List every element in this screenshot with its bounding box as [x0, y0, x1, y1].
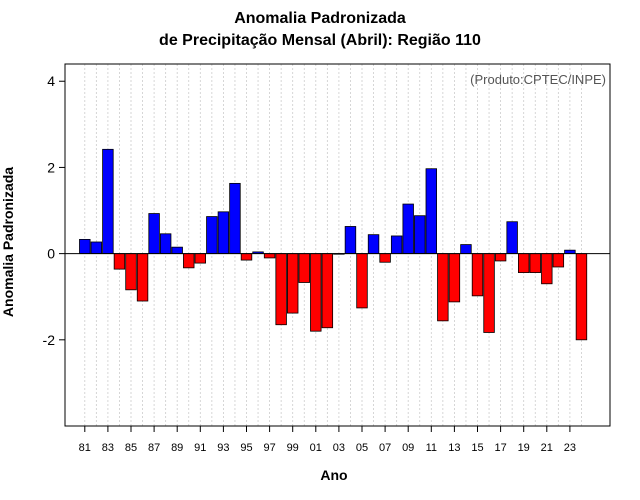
bar-23	[564, 249, 576, 255]
bar-17	[494, 253, 507, 262]
x-tick-label: 11	[426, 442, 437, 454]
chart-title: Anomalia Padronizada	[234, 10, 406, 27]
grid-lines	[84, 64, 582, 426]
x-tick-label: 97	[263, 442, 275, 454]
bar-91	[194, 253, 207, 264]
bar-82	[90, 241, 103, 255]
x-tick-label: 23	[564, 442, 576, 454]
bar-87	[148, 213, 160, 255]
bar-19	[518, 253, 530, 273]
x-tick-label: 17	[494, 442, 506, 454]
x-tick-label: 21	[541, 442, 553, 454]
bar-88	[159, 233, 172, 255]
bar-92	[206, 216, 218, 255]
x-tick-label: 87	[148, 442, 160, 454]
bar-16	[483, 253, 495, 333]
bar-11	[425, 168, 438, 255]
bar-07	[379, 253, 391, 263]
x-axis-label: Ano	[320, 467, 348, 483]
bar-81	[79, 238, 91, 255]
bar-02	[321, 253, 334, 329]
bars	[79, 148, 588, 341]
bar-06	[367, 234, 380, 255]
x-tick-label: 95	[240, 442, 252, 454]
x-tick-label: 19	[518, 442, 530, 454]
x-tick-label: 85	[125, 442, 137, 454]
x-tick-label: 15	[471, 442, 483, 454]
bar-00	[298, 253, 310, 283]
bar-20	[529, 253, 541, 273]
bar-90	[183, 253, 195, 269]
y-axis-label: Anomalia Padronizada	[0, 166, 16, 318]
x-tick-label: 07	[379, 442, 391, 454]
bar-14	[460, 244, 472, 255]
bar-05	[356, 253, 368, 309]
x-tick-label: 03	[333, 442, 345, 454]
bar-10	[414, 215, 426, 255]
bar-12	[437, 253, 449, 322]
bar-01	[310, 253, 322, 332]
plot-frame	[64, 63, 611, 427]
x-tick-label: 81	[79, 442, 91, 454]
bar-89	[171, 246, 183, 255]
bar-84	[113, 253, 126, 270]
x-tick-label: 09	[402, 442, 414, 454]
bar-93	[217, 211, 230, 255]
chart-subtitle: de Precipitação Mensal (Abril): Região 1…	[159, 32, 481, 49]
bar-24	[575, 253, 588, 341]
bar-21	[541, 253, 553, 285]
x-tick-label: 89	[171, 442, 183, 454]
x-tick-label: 91	[194, 442, 206, 454]
bar-99	[286, 253, 299, 314]
x-tick-label: 99	[287, 442, 299, 454]
bar-13	[448, 253, 461, 303]
x-tick-label: 83	[102, 442, 114, 454]
bar-85	[125, 253, 137, 291]
bar-98	[275, 253, 287, 326]
bar-95	[240, 253, 253, 261]
bar-09	[402, 203, 414, 255]
bar-94	[229, 182, 241, 255]
bar-18	[506, 221, 518, 255]
bar-08	[390, 235, 403, 255]
bar-86	[136, 253, 149, 302]
bar-15	[471, 253, 484, 297]
credit-text: (Produto:CPTEC/INPE)	[470, 72, 606, 87]
y-tick-label: 0	[47, 246, 55, 262]
x-tick-label: 01	[310, 442, 322, 454]
y-tick-label: -2	[43, 332, 56, 348]
axes: -2 0 2 4 81 83 85 87 89 91 93 95 97 99 01 03 05 07 09 11 13 1…	[43, 73, 576, 454]
x-tick-label: 05	[356, 442, 368, 454]
y-tick-label: 4	[47, 73, 55, 89]
bar-83	[102, 148, 114, 255]
bar-04	[344, 226, 357, 255]
y-tick-label: 2	[47, 159, 55, 175]
bar-97	[263, 253, 276, 259]
x-tick-label: 93	[217, 442, 229, 454]
bar-22	[552, 253, 565, 268]
x-tick-label: 13	[448, 442, 460, 454]
